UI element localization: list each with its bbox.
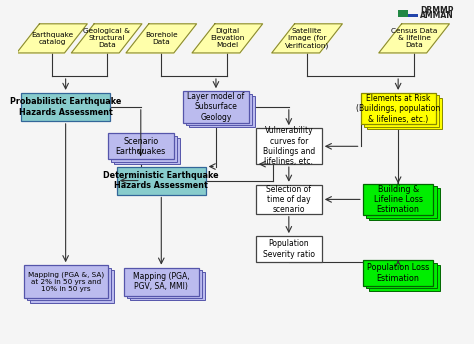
Polygon shape	[71, 24, 142, 53]
FancyBboxPatch shape	[256, 128, 322, 164]
FancyBboxPatch shape	[363, 260, 433, 286]
Text: Probabilistic Earthquake
Hazards Assessment: Probabilistic Earthquake Hazards Assessm…	[10, 97, 121, 117]
Bar	[408, 14, 418, 17]
Polygon shape	[192, 24, 263, 53]
FancyBboxPatch shape	[127, 270, 202, 298]
Text: Digital
Elevation
Model: Digital Elevation Model	[210, 29, 245, 49]
FancyBboxPatch shape	[30, 270, 114, 303]
Polygon shape	[126, 24, 197, 53]
FancyBboxPatch shape	[369, 265, 440, 291]
FancyBboxPatch shape	[256, 185, 322, 214]
FancyBboxPatch shape	[189, 96, 255, 128]
Text: Earthquake
catalog: Earthquake catalog	[31, 32, 73, 45]
FancyBboxPatch shape	[366, 262, 437, 288]
FancyBboxPatch shape	[130, 272, 205, 300]
Bar	[398, 10, 408, 17]
Polygon shape	[379, 24, 449, 53]
Text: Borehole
Data: Borehole Data	[145, 32, 178, 45]
FancyBboxPatch shape	[186, 94, 252, 125]
Polygon shape	[272, 24, 342, 53]
FancyBboxPatch shape	[117, 166, 206, 195]
FancyBboxPatch shape	[27, 268, 111, 300]
FancyBboxPatch shape	[124, 268, 199, 296]
FancyBboxPatch shape	[361, 93, 436, 125]
Text: Population
Severity ratio: Population Severity ratio	[263, 239, 315, 259]
Text: Mapping (PGA,
PGV, SA, MMI): Mapping (PGA, PGV, SA, MMI)	[133, 272, 190, 291]
FancyBboxPatch shape	[367, 98, 442, 129]
Polygon shape	[17, 24, 87, 53]
Text: Population Loss
Estimation: Population Loss Estimation	[367, 264, 429, 283]
FancyBboxPatch shape	[21, 93, 110, 121]
Text: DRMMP: DRMMP	[420, 7, 454, 15]
Text: Deterministic Earthquake
Hazards Assessment: Deterministic Earthquake Hazards Assessm…	[103, 171, 219, 190]
FancyBboxPatch shape	[114, 138, 180, 164]
Text: Layer model of
Subsurface
Geology: Layer model of Subsurface Geology	[187, 92, 245, 122]
Text: AMMAN: AMMAN	[420, 11, 454, 20]
FancyBboxPatch shape	[366, 186, 437, 217]
FancyBboxPatch shape	[256, 236, 322, 262]
Text: Satellite
Image (for
Verification): Satellite Image (for Verification)	[285, 28, 329, 49]
Text: Scenario
Earthquakes: Scenario Earthquakes	[116, 137, 166, 156]
FancyBboxPatch shape	[369, 189, 440, 220]
Text: Selection of
time of day
scenario: Selection of time of day scenario	[266, 184, 311, 214]
Text: Elements at Risk
(Buildings, population
& lifelines, etc.): Elements at Risk (Buildings, population …	[356, 94, 440, 123]
FancyBboxPatch shape	[183, 91, 249, 123]
FancyBboxPatch shape	[364, 95, 439, 127]
FancyBboxPatch shape	[111, 136, 177, 162]
Text: Geological &
Structural
Data: Geological & Structural Data	[83, 29, 130, 49]
Text: Building &
Lifeline Loss
Estimation: Building & Lifeline Loss Estimation	[374, 184, 423, 214]
Text: Vulnerability
curves for
Buildings and
lifelines, etc.: Vulnerability curves for Buildings and l…	[263, 126, 315, 166]
FancyBboxPatch shape	[108, 133, 174, 159]
Text: Census Data
& lifeline
Data: Census Data & lifeline Data	[391, 29, 438, 49]
Text: Mapping (PGA &, SA)
at 2% in 50 yrs and
10% in 50 yrs: Mapping (PGA &, SA) at 2% in 50 yrs and …	[27, 271, 104, 292]
FancyBboxPatch shape	[363, 184, 433, 215]
FancyBboxPatch shape	[24, 265, 108, 298]
